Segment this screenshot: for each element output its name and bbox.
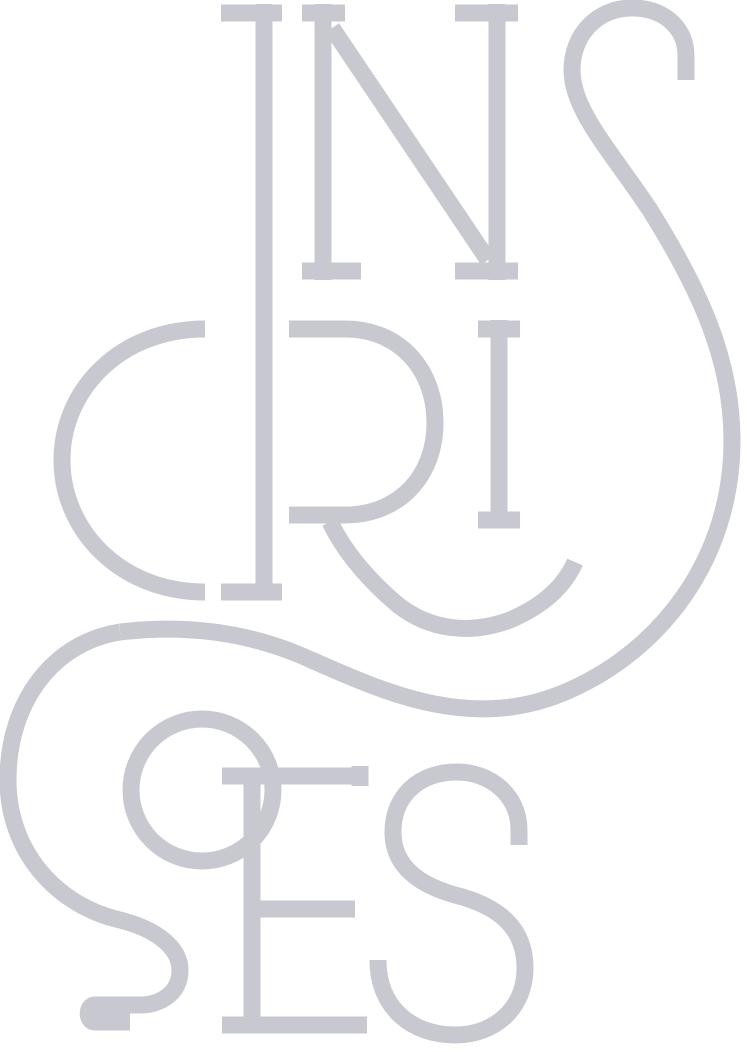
letter-e [222, 766, 369, 1034]
letter-s-bottom [369, 763, 534, 1044]
letter-i-right [478, 320, 520, 529]
letter-c [53, 320, 206, 601]
letter-s-swash [119, 0, 741, 718]
letter-o [122, 710, 282, 870]
letter-n [302, 4, 518, 280]
bottom-left-swash [0, 623, 189, 1031]
letter-r [289, 320, 583, 637]
letter-i-top [221, 4, 282, 601]
